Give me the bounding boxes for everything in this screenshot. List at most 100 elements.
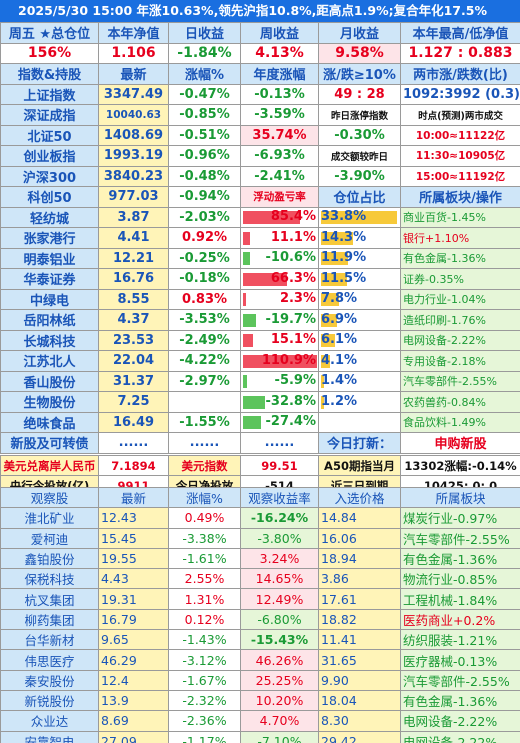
summary-value-5: 1.127 : 0.883 [400,42,520,64]
holding-pl-bar: 11.1% [243,230,316,246]
holding-pos-bar: 1.2% [321,394,398,410]
index-name[interactable]: 沪深300 [0,165,99,187]
index-row: 上证指数 3347.49 -0.47% -0.13% 49 : 28 1092:3992 … [0,83,520,105]
holding-name[interactable]: 中绿电 [0,288,99,310]
watch-return: 4.70% [240,710,319,732]
watch-name[interactable]: 秦安股份 [0,669,99,691]
index-header-row: 指数&持股 最新 涨幅% 年度涨幅 涨/跌≥10% 两市涨/跌数(比) [0,63,520,85]
holding-pos-value: 4.1% [321,352,358,368]
watch-name[interactable]: 柳药集团 [0,608,99,631]
index-extra: -3.90% [318,165,401,187]
holding-name[interactable]: 江苏北人 [0,350,99,372]
index-header-0: 指数&持股 [0,63,99,85]
watch-change: -2.32% [168,689,241,712]
holding-sector: 汽车零部件-2.55% [400,370,520,392]
watch-row: 安靠智电 27.09 -1.17% -7.10% 29.42 电网设备-2.22% [0,730,520,743]
index-name[interactable]: 科创50 [0,186,99,208]
index-price: 1408.69 [98,124,169,146]
watch-name[interactable]: 爱柯迪 [0,527,99,549]
watch-sector: 有色金属-1.36% [400,689,520,712]
holding-pl-fill [243,313,257,327]
index-name[interactable]: 上证指数 [0,83,99,105]
holding-pos-fill [321,272,347,286]
holding-pl-fill [243,334,254,348]
holding-name[interactable]: 绝味食品 [0,411,99,433]
holding-change [168,391,241,413]
watch-header-2: 涨幅% [168,486,241,509]
holding-pos-bar: 11.9% [321,250,398,266]
summary-header-0: 周五 ★总仓位 [0,22,99,44]
holding-change: 0.92% [168,227,241,249]
watch-header-0: 观察股 [0,486,99,509]
holding-pl-cell: 85.4% [240,206,319,228]
holding-pos-fill [321,375,325,389]
holding-name[interactable]: 长城科技 [0,329,99,351]
index-name[interactable]: 深证成指 [0,104,99,126]
index-price: 977.03 [98,186,169,208]
holding-price: 12.21 [98,247,169,269]
index-name[interactable]: 创业板指 [0,145,99,167]
summary-value-1: 1.106 [98,42,169,64]
holding-pl-cell: 11.1% [240,227,319,249]
holding-pl-bar: -5.9% [243,373,316,389]
dxy-value: 99.51 [240,455,319,476]
fx-row: 美元兑离岸人民币 7.1894 美元指数 99.51 A50期指当月 13302… [0,455,520,476]
holding-pos-cell: 1.4% [318,370,401,392]
watch-name[interactable]: 伟思医疗 [0,649,99,671]
watch-sector: 有色金属-1.36% [400,547,520,570]
holding-name[interactable]: 香山股份 [0,370,99,392]
watch-name[interactable]: 众业达 [0,710,99,732]
holding-name[interactable]: 明泰铝业 [0,247,99,269]
watch-return: 46.26% [240,649,319,671]
watch-row: 杭叉集团 19.31 1.31% 12.49% 17.61 工程机械-1.84% [0,588,520,610]
holding-pl-value: 85.4% [270,209,316,225]
holding-pl-value: -10.6% [265,250,317,266]
holding-pos-value: 1.4% [321,373,358,389]
index-turnover: 11:30≈10905亿 [400,145,520,167]
watch-name[interactable]: 新锐股份 [0,689,99,712]
holding-row: 江苏北人 22.04 -4.22% 110.9% 4.1% 专用设备-2.18% [0,350,520,372]
summary-value-2: -1.84% [168,42,241,64]
index-row: 北证50 1408.69 -0.51% 35.74% -0.30% 10:00≈11122… [0,124,520,146]
holding-name[interactable]: 张家港行 [0,227,99,249]
index-extra: 昨日涨停指数 [318,104,401,126]
watch-entry: 9.90 [318,669,401,691]
watch-name[interactable]: 淮北矿业 [0,507,99,529]
holding-pl-fill [243,252,251,266]
holding-change: -0.18% [168,268,241,290]
holding-pos-cell: 11.9% [318,247,401,269]
watch-return: -7.10% [240,730,319,743]
watch-return: -3.80% [240,527,319,549]
holding-name[interactable]: 岳阳林纸 [0,309,99,331]
watch-name[interactable]: 鑫铂股份 [0,547,99,570]
watch-name[interactable]: 台华新材 [0,629,99,651]
watch-price: 27.09 [98,730,169,743]
watch-price: 16.79 [98,608,169,631]
watch-price: 15.45 [98,527,169,549]
holding-pos-cell: 33.8% [318,206,401,228]
holding-name[interactable]: 生物股份 [0,391,99,413]
watch-row: 台华新材 9.65 -1.43% -15.43% 11.41 纺织服装-1.21% [0,629,520,651]
holding-pl-fill [243,293,246,307]
watch-name[interactable]: 保税科技 [0,568,99,590]
watch-name[interactable]: 杭叉集团 [0,588,99,610]
holding-pos-value: 1.2% [321,393,358,409]
holding-pl-value: -27.4% [265,414,317,430]
holding-change: -4.22% [168,350,241,372]
holding-name[interactable]: 华泰证券 [0,268,99,290]
watch-row: 伟思医疗 46.29 -3.12% 46.26% 31.65 医疗器械-0.13% [0,649,520,671]
today-ipo-value[interactable]: 申购新股 [400,432,520,454]
watch-price: 13.9 [98,689,169,712]
holding-pos-value: 11.9% [321,250,367,266]
index-name[interactable]: 北证50 [0,124,99,146]
holding-pos-cell [318,411,401,433]
summary-header-5: 本年最高/低净值 [400,22,520,44]
holding-pl-bar: 66.3% [243,271,316,287]
header-title: 2025/5/30 15:00 年涨10.63%,领先沪指10.8%,距高点1.… [0,0,520,22]
watch-sector: 电网设备-2.22% [400,730,520,743]
holding-change: -2.03% [168,206,241,228]
watch-name[interactable]: 安靠智电 [0,730,99,743]
index-change: -0.94% [168,186,241,208]
summary-value-4: 9.58% [318,42,401,64]
holding-name[interactable]: 轻纺城 [0,206,99,228]
